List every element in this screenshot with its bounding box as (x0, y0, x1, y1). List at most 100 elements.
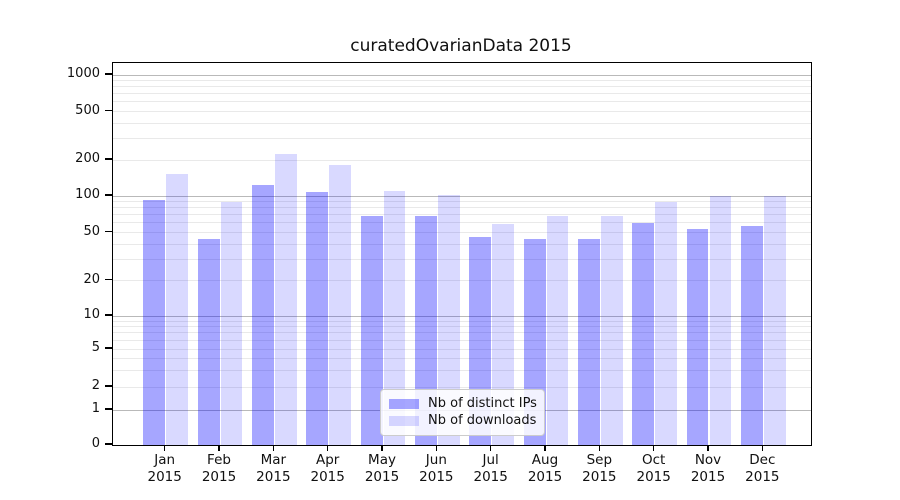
legend-row-downloads: Nb of downloads (389, 412, 536, 429)
gridline-minor (113, 326, 811, 328)
x-tick-year: 2015 (256, 468, 291, 485)
bar-distinct-ips-mar (252, 185, 274, 445)
bar-distinct-ips-sep (578, 239, 600, 445)
gridline-major (113, 74, 811, 76)
bar-downloads-jun (437, 194, 460, 445)
y-tick-label: 0 (91, 436, 100, 451)
x-tick-label-jul: Jul 2015 (473, 452, 508, 485)
y-tick-label: 10 (83, 307, 100, 322)
x-tick-label-oct: Oct 2015 (636, 452, 671, 485)
x-tick-year: 2015 (364, 468, 400, 485)
gridline-minor (113, 348, 811, 350)
y-tick-mark (105, 158, 112, 160)
x-tick-mark (598, 445, 601, 451)
y-tick-label: 500 (75, 102, 100, 118)
x-tick-mark (707, 445, 709, 451)
x-tick-year: 2015 (745, 468, 780, 485)
gridline-minor (113, 258, 811, 260)
x-tick-label-nov: Nov 2015 (690, 452, 726, 485)
bar-downloads-aug (546, 216, 569, 445)
x-tick-label-may: May 2015 (364, 452, 400, 485)
x-tick-mark (381, 445, 383, 451)
y-tick-label: 100 (75, 187, 100, 202)
bar-distinct-ips-feb (197, 239, 220, 445)
y-tick-label: 200 (75, 151, 100, 166)
y-tick-label: 1000 (66, 66, 100, 81)
chart-title: curatedOvarianData 2015 (350, 36, 572, 56)
x-tick-mark (272, 445, 275, 451)
y-tick-mark (105, 347, 112, 349)
x-tick-year: 2015 (419, 468, 454, 485)
gridline-minor (113, 86, 811, 88)
y-tick-label: 20 (83, 271, 100, 287)
gridline-major (113, 315, 811, 317)
y-tick-mark (105, 385, 112, 387)
legend-swatch-distinct-ips-icon (389, 398, 419, 409)
bar-downloads-oct (655, 201, 677, 445)
gridline-minor (113, 101, 811, 103)
bar-downloads-nov (709, 196, 732, 445)
legend-label-distinct-ips: Nb of distinct IPs (428, 396, 537, 411)
x-tick-label-dec: Dec 2015 (745, 452, 780, 485)
x-tick-label-aug: Aug 2015 (527, 452, 563, 485)
y-tick-mark (105, 314, 112, 316)
gridline-minor (113, 111, 811, 113)
legend-label-downloads: Nb of downloads (428, 413, 537, 428)
x-tick-label-mar: Mar 2015 (256, 452, 291, 485)
x-tick-year: 2015 (690, 468, 726, 485)
x-tick-mark (544, 445, 546, 451)
gridline-minor (113, 93, 811, 95)
x-tick-year: 2015 (147, 468, 182, 485)
legend-row-distinct-ips: Nb of distinct IPs (389, 395, 537, 412)
bar-distinct-ips-jun (415, 215, 437, 445)
x-tick-year: 2015 (473, 468, 508, 485)
gridline-minor (113, 214, 811, 216)
bar-distinct-ips-dec (741, 225, 763, 445)
gridline-minor (113, 138, 811, 140)
x-tick-year: 2015 (310, 468, 345, 485)
y-tick-label: 1 (91, 401, 100, 416)
legend-swatch-downloads-icon (389, 415, 419, 426)
gridline-minor (113, 80, 811, 82)
gridline-minor (113, 369, 811, 371)
gridline-minor (113, 339, 811, 341)
y-tick-mark (105, 278, 112, 281)
x-tick-label-apr: Apr 2015 (310, 452, 345, 485)
bar-distinct-ips-jan (143, 200, 166, 445)
x-tick-label-jan: Jan 2015 (147, 452, 182, 485)
y-tick-mark (105, 194, 112, 196)
x-tick-year: 2015 (527, 468, 563, 485)
x-tick-label-sep: Sep 2015 (582, 452, 617, 485)
bar-distinct-ips-nov (686, 229, 709, 445)
bar-downloads-apr (329, 164, 351, 445)
bar-distinct-ips-oct (632, 222, 655, 445)
gridline-minor (113, 332, 811, 334)
x-tick-mark (652, 445, 655, 451)
x-tick-label-feb: Feb 2015 (201, 452, 237, 485)
x-tick-mark (489, 445, 492, 451)
y-tick-mark (105, 73, 112, 75)
gridline-minor (113, 207, 811, 209)
gridline-minor (113, 222, 811, 224)
bar-downloads-sep (600, 216, 623, 445)
gridline-minor (113, 243, 811, 245)
y-tick-mark (105, 408, 112, 410)
x-tick-year: 2015 (201, 468, 237, 485)
x-tick-mark (163, 445, 166, 451)
gridline-minor (113, 122, 811, 124)
x-tick-year: 2015 (582, 468, 617, 485)
y-tick-mark (105, 109, 112, 112)
gridline-minor (113, 320, 811, 322)
gridline-minor (113, 201, 811, 203)
gridline-minor (113, 232, 811, 233)
gridline-major (113, 195, 811, 197)
x-tick-mark (435, 445, 438, 451)
y-tick-label: 5 (91, 340, 100, 355)
bar-downloads-feb (220, 201, 243, 445)
x-tick-mark (218, 445, 220, 451)
x-tick-year: 2015 (636, 468, 671, 485)
y-tick-label: 2 (91, 378, 100, 393)
x-tick-mark (326, 445, 329, 451)
gridline-minor (113, 386, 811, 388)
